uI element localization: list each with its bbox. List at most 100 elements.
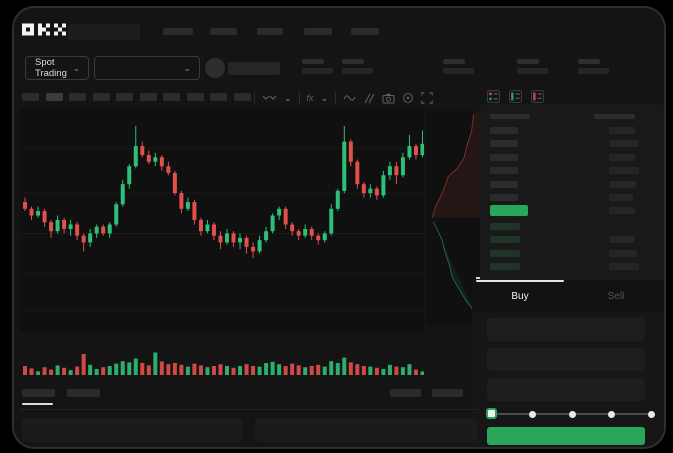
last-price-amount-placeholder [609,207,635,214]
nav-item-placeholder[interactable] [257,28,283,35]
order-input-placeholder[interactable] [487,318,645,341]
ask-price-placeholder[interactable] [490,140,518,148]
stat-label-placeholder [443,59,465,64]
search-input[interactable] [68,24,140,40]
chart-style-icon[interactable] [262,93,277,103]
bottom-action-placeholder[interactable] [390,389,421,397]
timeframe-button-placeholder[interactable] [139,93,157,101]
bid-price-placeholder[interactable] [490,249,520,257]
depth-chart [427,110,480,325]
pair-name-placeholder [228,62,280,75]
chevron-down-icon[interactable]: ⌄ [320,92,329,103]
timeframe-button-placeholder[interactable] [22,93,39,101]
chevron-down-icon: ⌄ [72,62,80,73]
order-form [472,312,664,447]
timeframe-button-placeholder[interactable] [45,93,63,101]
settings-icon[interactable] [402,92,414,104]
order-input-placeholder[interactable] [487,348,645,371]
bottom-action-placeholder[interactable] [432,389,463,397]
order-book [480,104,664,286]
timeframe-button-placeholder[interactable] [92,93,110,101]
nav-item-placeholder[interactable] [351,28,379,35]
slider-stop-dot[interactable] [568,410,576,418]
bottom-active-tab-underline [22,403,53,405]
ask-price-placeholder[interactable] [490,153,518,161]
slider-stop-dot[interactable] [648,410,655,418]
tab-sell[interactable]: Sell [607,291,625,302]
bid-price-placeholder[interactable] [490,223,520,230]
bid-price-placeholder[interactable] [490,236,520,244]
stat-value-placeholder [517,68,548,74]
ask-amount-placeholder [609,194,633,201]
book-buys-view-icon[interactable] [509,90,522,103]
stat-label-placeholder [342,59,364,64]
fullscreen-icon[interactable] [421,92,433,104]
active-tab-indicator [476,280,564,282]
timeframe-button-placeholder[interactable] [186,93,204,101]
ask-amount-placeholder [609,153,635,161]
ask-price-placeholder[interactable] [490,127,518,134]
nav-item-placeholder[interactable] [210,28,237,35]
camera-icon[interactable] [382,93,395,104]
line-tool-icon[interactable] [343,93,356,103]
book-split-view-icon[interactable] [487,90,500,103]
stat-value-placeholder [342,68,373,74]
order-input-placeholder[interactable] [487,378,645,401]
divider [298,92,300,104]
bid-amount-placeholder [609,236,635,244]
nav-item-placeholder[interactable] [163,28,193,35]
ask-amount-placeholder [609,127,635,134]
bottom-input-panel[interactable] [255,418,477,442]
trade-tabs: Buy Sell [472,280,664,312]
timeframe-button-placeholder[interactable] [116,93,133,101]
app-window: Spot Trading ⌄ ⌄ ⌄ fx ⌄ [14,8,664,447]
stat-value-placeholder [578,68,609,74]
orderbook-header-placeholder [490,114,530,119]
timeframe-button-placeholder[interactable] [233,93,251,101]
slider-stop-dot[interactable] [608,410,616,418]
ask-amount-placeholder [609,180,636,188]
coin-icon [205,58,225,78]
timeframe-button-placeholder[interactable] [163,93,180,101]
stat-label-placeholder [302,59,324,64]
bid-price-placeholder[interactable] [490,263,520,271]
last-price-highlight[interactable] [490,205,528,216]
timeframe-button-placeholder[interactable] [210,93,227,101]
divider [335,92,337,104]
stat-label-placeholder [578,59,600,64]
timeframe-button-placeholder[interactable] [69,93,86,101]
bid-amount-placeholder [609,249,637,257]
pair-select-dropdown[interactable]: ⌄ [94,56,200,80]
market-type-label: Spot Trading [35,57,67,79]
orderbook-header-placeholder [594,114,635,119]
ask-price-placeholder[interactable] [490,194,518,201]
bottom-tab-placeholder[interactable] [67,389,100,397]
bottom-input-panel[interactable] [22,418,243,442]
nav-item-placeholder[interactable] [304,28,332,35]
slider-stop-dot[interactable] [528,410,536,418]
market-type-dropdown[interactable]: Spot Trading ⌄ [25,56,89,80]
okx-logo [22,23,66,36]
chevron-down-icon[interactable]: ⌄ [284,92,292,103]
stat-label-placeholder [517,59,539,64]
divider [20,409,478,410]
compare-icon[interactable] [363,93,375,104]
chart-toolbar-icons: ⌄ fx ⌄ [254,92,433,104]
candlestick-chart[interactable] [20,108,425,332]
tab-buy[interactable]: Buy [511,291,529,302]
bid-amount-placeholder [609,263,639,271]
divider [254,92,255,104]
ask-price-placeholder[interactable] [490,180,518,188]
book-sells-view-icon[interactable] [531,90,544,103]
chevron-down-icon: ⌄ [183,62,191,73]
orderbook-view-toggle [487,90,544,103]
ask-amount-placeholder [609,167,639,175]
bottom-tab-placeholder[interactable] [22,389,55,397]
ask-price-placeholder[interactable] [490,167,518,175]
indicators-fx-icon[interactable]: fx [306,93,314,103]
buy-submit-button[interactable] [487,427,645,445]
volume-chart [20,338,425,376]
ask-amount-placeholder [609,140,639,148]
slider-handle[interactable] [486,408,497,419]
stat-value-placeholder [443,68,474,74]
